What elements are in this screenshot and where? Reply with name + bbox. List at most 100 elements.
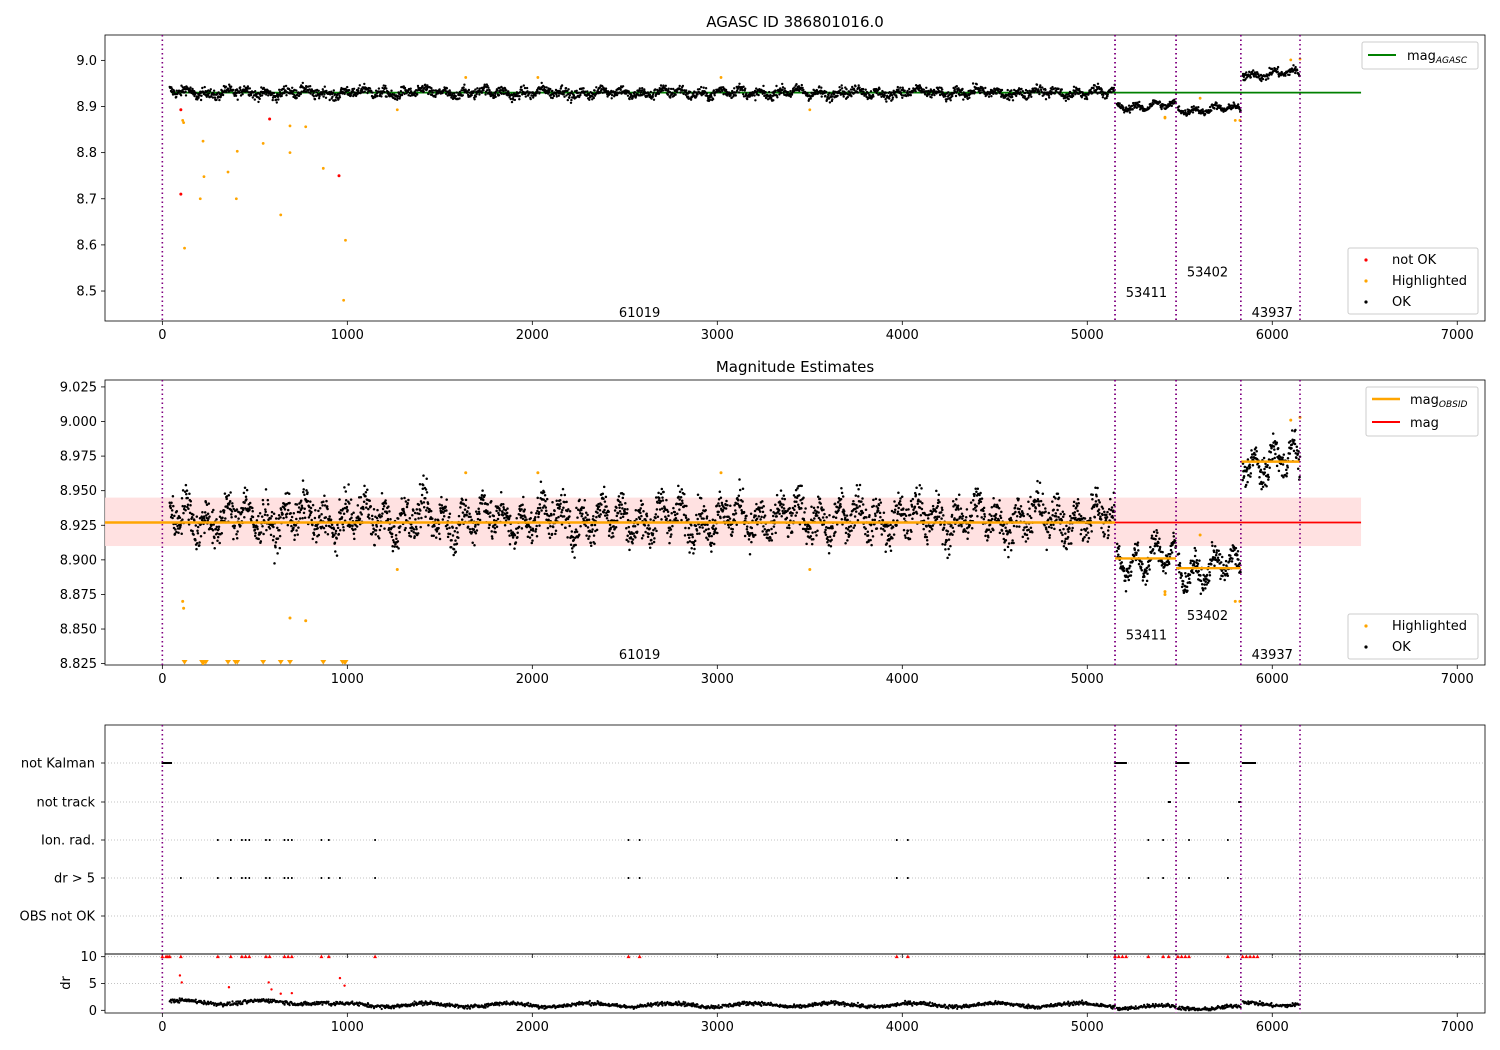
ok-point bbox=[261, 503, 265, 506]
ok-point bbox=[390, 532, 394, 536]
ok-point bbox=[902, 507, 905, 510]
ok-point bbox=[788, 526, 791, 530]
ok-point bbox=[864, 508, 868, 512]
ok-point bbox=[558, 505, 562, 508]
ok-point bbox=[331, 91, 335, 95]
ok-point bbox=[561, 508, 564, 512]
ok-point bbox=[453, 92, 456, 95]
ok-point bbox=[823, 512, 826, 516]
ok-point bbox=[494, 530, 497, 534]
ok-point bbox=[295, 503, 299, 506]
ok-point bbox=[452, 553, 455, 557]
ok-point bbox=[1204, 112, 1207, 116]
ok-point bbox=[603, 508, 606, 512]
ok-point bbox=[562, 93, 565, 96]
ok-point bbox=[713, 94, 716, 97]
ok-point bbox=[324, 516, 328, 519]
ok-point bbox=[674, 516, 678, 520]
ok-point bbox=[204, 501, 208, 504]
ok-point bbox=[545, 86, 548, 89]
ok-point bbox=[718, 490, 722, 494]
ok-point bbox=[857, 488, 860, 491]
highlighted-point bbox=[344, 238, 347, 242]
ok-point bbox=[595, 528, 599, 532]
ok-point bbox=[334, 529, 338, 533]
ok-point bbox=[352, 87, 356, 91]
ok-point bbox=[232, 507, 235, 511]
ok-point bbox=[248, 508, 251, 511]
ok-point bbox=[782, 507, 786, 510]
ok-point bbox=[504, 508, 508, 512]
ok-point bbox=[750, 526, 754, 530]
ok-point bbox=[563, 500, 566, 504]
ok-point bbox=[344, 490, 348, 493]
ok-point bbox=[455, 542, 459, 545]
ok-point bbox=[364, 506, 368, 509]
ok-point bbox=[845, 88, 848, 91]
ok-point bbox=[505, 511, 509, 515]
ok-point bbox=[763, 514, 767, 517]
obsid-label: 53402 bbox=[1187, 266, 1228, 281]
ok-point bbox=[987, 95, 991, 98]
ok-point bbox=[623, 507, 627, 511]
ok-point bbox=[641, 534, 645, 537]
ok-point bbox=[390, 89, 393, 92]
ok-point bbox=[823, 531, 827, 534]
ok-point bbox=[860, 509, 864, 513]
ok-point bbox=[1021, 90, 1024, 93]
ok-point bbox=[239, 524, 242, 527]
ok-point bbox=[740, 508, 743, 512]
ok-point bbox=[218, 515, 222, 518]
ok-point bbox=[715, 504, 719, 507]
ok-point bbox=[260, 94, 264, 97]
ok-point bbox=[734, 509, 737, 512]
ok-point bbox=[559, 87, 562, 90]
ok-point bbox=[438, 532, 441, 536]
ok-point bbox=[378, 513, 381, 517]
ok-point bbox=[236, 89, 239, 92]
ok-point bbox=[284, 84, 288, 88]
ok-point bbox=[188, 511, 192, 515]
ok-point bbox=[941, 88, 944, 91]
ok-point bbox=[811, 531, 814, 534]
ok-point bbox=[743, 89, 746, 92]
ok-point bbox=[315, 91, 318, 94]
ok-point bbox=[381, 512, 384, 515]
ok-point bbox=[538, 91, 541, 94]
ok-point bbox=[209, 88, 212, 91]
ok-point bbox=[860, 500, 863, 503]
ok-point bbox=[388, 510, 391, 513]
ok-point bbox=[648, 546, 652, 549]
ok-point bbox=[252, 524, 256, 527]
ok-point bbox=[555, 95, 558, 98]
ok-point bbox=[480, 502, 484, 505]
ok-point bbox=[257, 100, 260, 104]
x-tick-label: 0 bbox=[158, 328, 166, 343]
ok-point bbox=[717, 510, 720, 514]
y-tick-label: 8.925 bbox=[60, 519, 97, 534]
ok-point bbox=[786, 526, 789, 529]
ok-point bbox=[1010, 89, 1013, 92]
ok-point bbox=[224, 85, 228, 89]
ok-point bbox=[396, 97, 399, 100]
ok-point bbox=[1237, 103, 1240, 106]
ok-point bbox=[654, 88, 657, 91]
ok-point bbox=[851, 85, 854, 89]
ok-point bbox=[832, 515, 835, 519]
ok-point bbox=[621, 515, 625, 518]
ok-point bbox=[470, 518, 473, 522]
ok-point bbox=[243, 515, 246, 519]
ok-point bbox=[195, 547, 198, 551]
ok-point bbox=[814, 530, 817, 534]
ok-point bbox=[870, 529, 874, 533]
ok-point bbox=[827, 544, 831, 547]
ok-point bbox=[949, 99, 952, 102]
ok-point bbox=[679, 91, 682, 94]
ok-point bbox=[441, 518, 445, 521]
ok-point bbox=[426, 84, 429, 87]
ok-point bbox=[631, 542, 634, 545]
ok-point bbox=[426, 502, 430, 506]
ok-point bbox=[625, 526, 628, 530]
ok-point bbox=[846, 528, 850, 531]
